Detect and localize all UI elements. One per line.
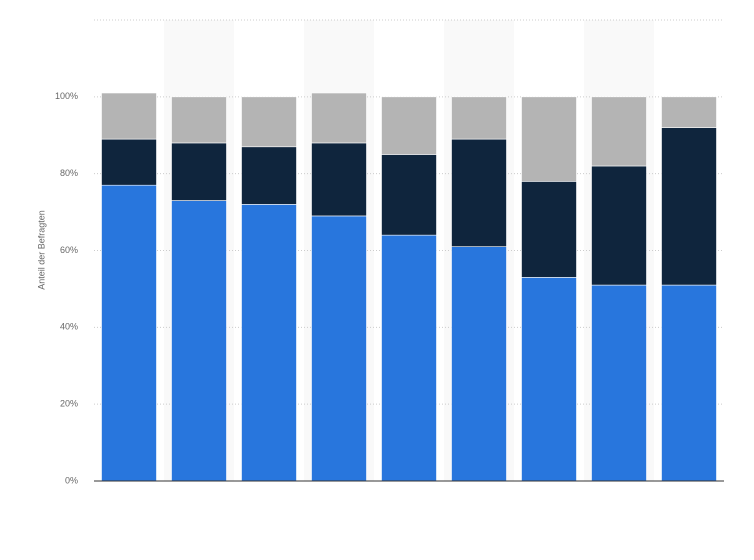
y-axis-title: Anteil der Befragten xyxy=(36,210,46,290)
bar-segment xyxy=(661,127,717,286)
bar-segment xyxy=(101,138,157,186)
y-tick-label: 60% xyxy=(60,245,78,255)
bar-segment xyxy=(521,277,577,482)
bar-segment xyxy=(311,142,367,217)
y-tick-label: 0% xyxy=(65,475,78,485)
y-tick-label: 20% xyxy=(60,399,78,409)
bar-segment xyxy=(661,96,717,128)
bar-segment xyxy=(171,142,227,201)
bar-segment xyxy=(451,138,507,247)
bar-segment xyxy=(101,92,157,140)
bar-segment xyxy=(521,181,577,278)
bar-segment xyxy=(381,96,437,155)
bar-segment xyxy=(661,284,717,482)
bar-segment xyxy=(241,146,297,205)
bar-segment xyxy=(311,215,367,482)
bar-segment xyxy=(451,96,507,140)
bar-segment xyxy=(381,154,437,236)
y-tick-label: 100% xyxy=(55,91,78,101)
y-tick-label: 80% xyxy=(60,168,78,178)
bar-segment xyxy=(241,96,297,148)
bar-segment xyxy=(521,96,577,182)
bar-segment xyxy=(591,96,647,167)
bar-segment xyxy=(101,184,157,482)
bar-segment xyxy=(311,92,367,144)
bar-segment xyxy=(171,96,227,144)
bar-segment xyxy=(451,246,507,482)
y-tick-label: 40% xyxy=(60,322,78,332)
bar-segment xyxy=(241,204,297,482)
bar-segment xyxy=(591,284,647,482)
bar-segment xyxy=(591,165,647,286)
bar-segment xyxy=(171,200,227,482)
bar-segment xyxy=(381,234,437,482)
